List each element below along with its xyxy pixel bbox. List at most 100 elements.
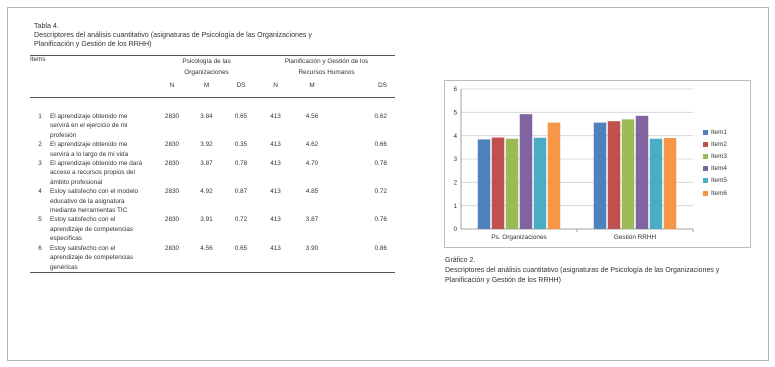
cell-ds1: 0.65 — [224, 243, 258, 273]
legend-swatch — [703, 129, 708, 135]
stat-n-1: N — [155, 82, 189, 98]
table-row: 2 El aprendizaje obtenido me servirá a lo… — [30, 140, 395, 159]
item-index: 2 — [38, 141, 42, 149]
legend-label: Item1 — [711, 128, 727, 136]
stat-n-2: N — [258, 82, 293, 98]
cell-m1: 3.91 — [200, 216, 213, 224]
bar — [505, 138, 519, 229]
legend-label: Item4 — [711, 165, 727, 173]
x-tick-label: Ps. Organizaciones — [491, 234, 546, 241]
group2-line2: Recursos Humanos — [298, 69, 355, 76]
legend-swatch — [703, 153, 708, 159]
y-tick-label: 1 — [453, 203, 457, 210]
cell-n1: 2830 — [164, 216, 180, 224]
legend-swatch — [703, 166, 708, 172]
table-caption-title-1: Descriptores del análisis cuantitativo (… — [34, 31, 312, 39]
descriptors-table: Items Psicología de las Organizaciones P… — [30, 55, 395, 273]
cell-m2: 4.70 — [305, 160, 319, 168]
item-text: El aprendizaje obtenido me servirá a lo … — [50, 141, 129, 158]
bar — [607, 121, 621, 229]
item-text: Estoy satisfecho con el modelo educativo… — [50, 188, 139, 215]
bar — [635, 115, 649, 229]
y-tick-label: 3 — [453, 156, 457, 163]
legend-swatch — [703, 190, 708, 196]
legend-item: Item1 — [703, 126, 727, 138]
cell-ds1: 0.87 — [234, 188, 248, 196]
figure-caption-title-1: Descriptores del análisis cuantitativo (… — [445, 267, 720, 274]
item-text: El aprendizaje obtenido me servirá en el… — [50, 113, 128, 139]
y-tick-label: 5 — [453, 110, 457, 117]
bar — [519, 114, 533, 229]
cell-m1: 3.84 — [200, 113, 213, 120]
group1-line2: Organizaciones — [184, 69, 229, 76]
item-index: 5 — [38, 216, 42, 224]
stat-ds-2: DS — [331, 82, 395, 98]
stat-m-2: M — [293, 82, 331, 98]
cell-n1: 2830 — [164, 188, 180, 196]
legend-label: Item6 — [711, 189, 727, 197]
item-text: Estoy satisfecho con el aprendizaje de c… — [50, 216, 134, 243]
cell-m2: 3.90 — [293, 243, 331, 273]
cell-m1: 4.92 — [200, 188, 213, 196]
cell-n2: 413 — [270, 113, 281, 120]
cell-n1: 2830 — [164, 160, 180, 168]
bar — [649, 138, 663, 229]
item-index: 1 — [38, 113, 42, 120]
cell-ds2: 0.86 — [331, 243, 395, 273]
bar-chart: 0 1 2 3 4 5 6 Ps. Organizaciones Gestión RRHH It… — [444, 80, 751, 248]
cell-n1: 2830 — [164, 113, 180, 120]
col-group-rrhh: Planificación y Gestión de los Recursos … — [258, 55, 395, 82]
legend-item: Item2 — [703, 138, 727, 150]
y-tick-label: 0 — [453, 226, 457, 233]
col-header-items: Items — [30, 55, 155, 82]
legend-swatch — [703, 141, 708, 147]
legend-item: Item6 — [703, 187, 727, 199]
cell-m1: 3.92 — [200, 141, 213, 149]
item-text: El aprendizaje obtenido me dará acceso a… — [50, 160, 143, 186]
legend-label: Item3 — [711, 152, 727, 160]
cell-ds2: 0.78 — [374, 160, 387, 168]
cell-m2: 4.85 — [305, 188, 319, 196]
legend-item: Item3 — [703, 150, 727, 162]
item-index: 3 — [38, 160, 42, 168]
cell-ds1: 0.72 — [234, 216, 248, 224]
item-index: 6 — [30, 243, 50, 273]
chart-legend: Item1 Item2 Item3 Item4 Item5 Item6 — [703, 126, 727, 199]
legend-item: Item5 — [703, 175, 727, 187]
header-row-stats: N M DS N M DS — [30, 82, 395, 98]
cell-n1: 2830 — [155, 243, 189, 273]
cell-n2: 413 — [270, 188, 281, 196]
cell-ds1: 0.65 — [234, 113, 248, 120]
bar — [663, 138, 677, 229]
item-index: 4 — [38, 188, 42, 196]
cell-n2: 413 — [270, 141, 281, 149]
group2-line1: Planificación y Gestión de los — [284, 58, 369, 65]
bar — [491, 137, 505, 229]
legend-item: Item4 — [703, 163, 727, 175]
col-group-psicologia: Psicología de las Organizaciones — [155, 55, 258, 82]
bar-chart-svg: 0 1 2 3 4 5 6 Ps. Organizaciones Gestión RRHH — [453, 86, 694, 241]
x-tick-label: Gestión RRHH — [614, 234, 657, 241]
y-tick-label: 6 — [453, 86, 457, 93]
cell-m2: 4.56 — [305, 113, 319, 120]
legend-label: Item5 — [711, 177, 727, 185]
item-text: Estoy satisfecho con el aprendizaje de c… — [50, 243, 155, 273]
figure-caption-label: Gráfico 2. — [445, 257, 476, 264]
figure-caption: Gráfico 2. Descriptores del análisis cua… — [445, 256, 765, 286]
cell-n2: 413 — [270, 216, 281, 224]
bar — [593, 122, 607, 229]
cell-m2: 4.62 — [305, 141, 319, 149]
stat-ds-1: DS — [224, 82, 258, 98]
table-caption-title-2: Planificación y Gestión de los RRHH) — [34, 40, 152, 48]
table-row: 6 Estoy satisfecho con el aprendizaje de … — [30, 243, 395, 273]
cell-ds1: 0.78 — [234, 160, 248, 168]
cell-m2: 3.87 — [305, 216, 319, 224]
table-block: Tabla 4. Descriptores del análisis cuant… — [30, 22, 402, 273]
cell-ds2: 0.66 — [374, 141, 387, 149]
table-caption: Tabla 4. Descriptores del análisis cuant… — [34, 22, 402, 49]
header-row-groups: Items Psicología de las Organizaciones P… — [30, 55, 395, 82]
y-tick-label: 2 — [453, 180, 457, 187]
stat-m-1: M — [189, 82, 224, 98]
cell-n2: 413 — [258, 243, 293, 273]
cell-m1: 3.87 — [200, 160, 213, 168]
